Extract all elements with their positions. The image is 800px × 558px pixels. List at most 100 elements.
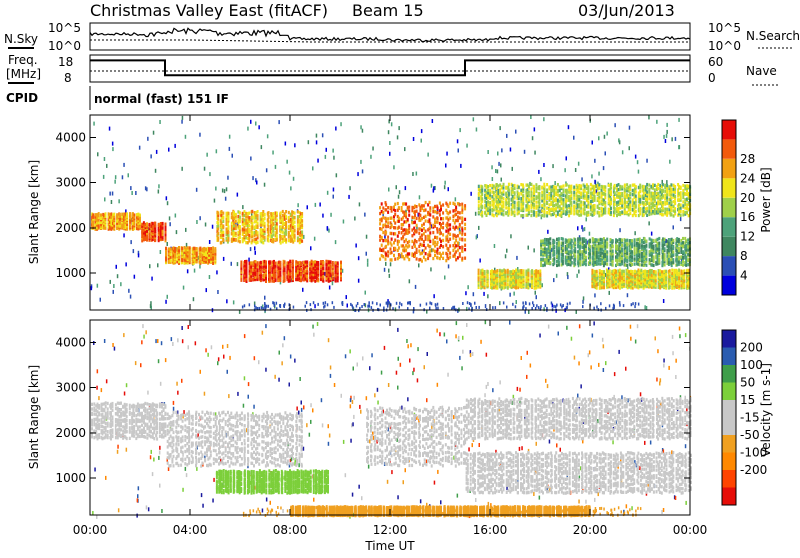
heatmap-cell — [382, 216, 384, 219]
heatmap-speckle — [581, 177, 583, 181]
heatmap-speckle — [362, 129, 364, 133]
heatmap-cell — [248, 216, 250, 219]
heatmap-cell — [228, 234, 230, 237]
heatmap-speckle — [398, 195, 400, 199]
heatmap-cell — [644, 245, 646, 248]
heatmap-cell — [497, 189, 499, 192]
heatmap-cell — [464, 204, 466, 207]
heatmap-cell — [619, 192, 621, 195]
heatmap-speckle — [669, 160, 671, 164]
heatmap-speckle — [637, 160, 639, 164]
heatmap-speckle — [553, 278, 555, 282]
heatmap-cell — [578, 198, 580, 201]
heatmap-cell — [546, 201, 548, 204]
heatmap-speckle — [492, 177, 494, 181]
heatmap-speckle — [255, 122, 257, 126]
heatmap-speckle — [272, 151, 274, 155]
heatmap-cell — [596, 250, 598, 253]
heatmap-speckle — [335, 240, 337, 244]
heatmap-cell — [288, 225, 290, 228]
heatmap-cell — [579, 250, 581, 253]
heatmap-cell — [394, 226, 396, 229]
heatmap-cell — [593, 244, 595, 247]
heatmap-speckle — [678, 145, 680, 149]
heatmap-cell — [381, 202, 383, 205]
heatmap-cell — [440, 253, 442, 256]
heatmap-cell — [300, 268, 302, 271]
heatmap-cell — [574, 262, 576, 265]
heatmap-cell — [340, 277, 342, 280]
heatmap-cell — [598, 211, 600, 214]
heatmap-speckle — [302, 288, 304, 292]
heatmap-cell — [162, 230, 164, 233]
heatmap-cell — [455, 244, 457, 247]
heatmap-speckle — [634, 231, 636, 235]
heatmap-speckle — [147, 137, 149, 141]
heatmap-speckle — [138, 253, 140, 257]
heatmap-cell — [658, 258, 660, 261]
heatmap-cell — [643, 185, 645, 188]
heatmap-cell — [257, 214, 259, 217]
heatmap-speckle — [342, 269, 344, 273]
heatmap-cell — [539, 185, 541, 188]
heatmap-speckle — [397, 135, 399, 139]
heatmap-cell — [542, 258, 544, 261]
heatmap-cell — [619, 211, 621, 214]
heatmap-cell — [437, 217, 439, 220]
heatmap-cell — [317, 261, 319, 264]
heatmap-speckle — [364, 213, 366, 217]
heatmap-cell — [648, 202, 650, 205]
heatmap-cell — [648, 194, 650, 197]
heatmap-cell — [387, 225, 389, 228]
heatmap-cell — [282, 217, 284, 220]
heatmap-cell — [385, 245, 387, 248]
heatmap-speckle — [216, 270, 218, 274]
heatmap-cell — [600, 254, 602, 257]
heatmap-cell — [434, 205, 436, 208]
heatmap-cell — [654, 188, 656, 191]
heatmap-cell — [570, 185, 572, 188]
heatmap-speckle — [123, 233, 125, 237]
heatmap-speckle — [515, 130, 517, 134]
heatmap-cell — [276, 235, 278, 238]
heatmap-speckle — [419, 195, 421, 199]
heatmap-speckle — [166, 196, 168, 200]
heatmap-cell — [560, 211, 562, 214]
heatmap-cell — [518, 186, 520, 189]
heatmap-cell — [680, 195, 682, 198]
heatmap-cell — [421, 224, 423, 227]
heatmap-cell — [657, 183, 659, 186]
heatmap-cell — [429, 235, 431, 238]
heatmap-cell — [268, 239, 270, 242]
heatmap-speckle — [312, 166, 314, 170]
heatmap-cell — [512, 204, 514, 207]
heatmap-speckle — [506, 249, 508, 253]
heatmap-cell — [674, 191, 676, 194]
heatmap-cell — [566, 207, 568, 210]
heatmap-speckle — [225, 197, 227, 201]
heatmap-cell — [635, 195, 637, 198]
heatmap-cell — [574, 255, 576, 258]
heatmap-cell — [557, 183, 559, 186]
heatmap-speckle — [606, 132, 608, 136]
heatmap-cell — [580, 184, 582, 187]
heatmap-cell — [503, 213, 505, 216]
heatmap-cell — [311, 276, 313, 279]
heatmap-cell — [394, 239, 396, 242]
heatmap-cell — [493, 270, 495, 273]
heatmap-speckle — [264, 296, 266, 300]
heatmap-speckle — [603, 166, 605, 170]
heatmap-cell — [251, 222, 253, 225]
heatmap-speckle — [317, 159, 319, 163]
heatmap-cell — [662, 194, 664, 197]
heatmap-speckle — [316, 140, 318, 144]
heatmap-cell — [418, 232, 420, 235]
heatmap-cell — [288, 216, 290, 219]
heatmap-cell — [539, 198, 541, 201]
heatmap-cell — [664, 194, 666, 197]
heatmap-speckle — [395, 307, 397, 311]
heatmap-cell — [653, 245, 655, 248]
heatmap-cell — [578, 203, 580, 206]
heatmap-speckle — [524, 150, 526, 154]
heatmap-cell — [162, 222, 164, 225]
